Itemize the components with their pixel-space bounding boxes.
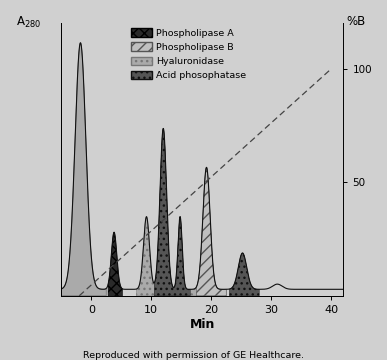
Text: %B: %B: [346, 15, 365, 28]
Polygon shape: [229, 253, 259, 296]
Polygon shape: [108, 232, 122, 296]
Text: Reproduced with permission of GE Healthcare.: Reproduced with permission of GE Healthc…: [83, 351, 304, 360]
Polygon shape: [196, 167, 226, 296]
Polygon shape: [61, 43, 106, 296]
Text: A$_{280}$: A$_{280}$: [16, 15, 41, 30]
X-axis label: Min: Min: [190, 318, 215, 330]
Legend: Phospholipase A, Phospholipase B, Hyaluronidase, Acid phosophatase: Phospholipase A, Phospholipase B, Hyalur…: [128, 25, 249, 83]
Polygon shape: [136, 129, 226, 296]
Polygon shape: [154, 129, 190, 296]
